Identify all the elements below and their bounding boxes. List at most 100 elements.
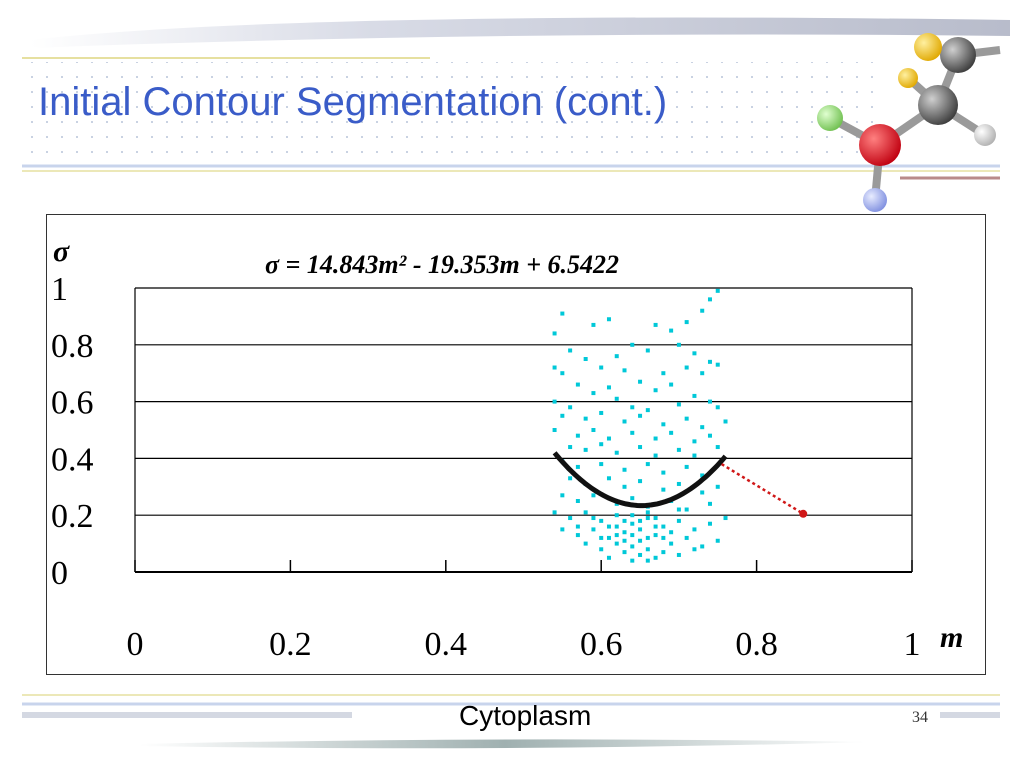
data-point xyxy=(692,393,697,398)
data-point xyxy=(684,416,689,421)
data-point xyxy=(684,507,689,512)
data-point xyxy=(630,544,635,549)
data-point xyxy=(723,419,728,424)
data-point xyxy=(715,362,720,367)
data-point xyxy=(653,533,658,538)
data-point xyxy=(684,535,689,540)
data-point xyxy=(622,550,627,555)
data-point xyxy=(661,422,666,427)
data-point xyxy=(591,428,596,432)
data-point xyxy=(700,473,705,478)
data-point xyxy=(692,547,697,552)
data-point xyxy=(560,527,565,532)
data-point xyxy=(560,413,565,418)
data-point xyxy=(630,430,635,435)
data-point xyxy=(638,538,643,543)
data-point xyxy=(676,342,681,347)
data-point xyxy=(692,527,697,532)
data-point xyxy=(614,396,619,401)
data-point xyxy=(638,479,643,484)
data-point xyxy=(630,558,635,563)
data-point xyxy=(638,413,643,418)
data-point xyxy=(614,541,619,546)
data-point xyxy=(661,524,666,529)
data-point xyxy=(638,527,643,532)
data-point xyxy=(692,453,697,458)
data-point xyxy=(606,317,611,322)
data-point xyxy=(676,402,681,407)
y-tick-label: 0.4 xyxy=(51,441,94,478)
y-tick-label: 0 xyxy=(51,555,68,592)
data-point xyxy=(645,516,650,521)
data-point xyxy=(614,533,619,538)
data-point xyxy=(622,419,627,424)
x-tick-label: 0.6 xyxy=(580,626,623,663)
data-point xyxy=(552,365,557,370)
data-point xyxy=(599,547,604,552)
data-point xyxy=(622,530,627,535)
data-point xyxy=(715,405,720,410)
data-point xyxy=(653,524,658,529)
data-point xyxy=(653,516,658,521)
data-point xyxy=(715,445,720,450)
data-point xyxy=(653,388,658,393)
data-point xyxy=(700,544,705,549)
data-point xyxy=(552,331,557,336)
data-point xyxy=(606,524,611,529)
data-point xyxy=(575,382,580,387)
data-point xyxy=(583,541,588,546)
data-point xyxy=(614,450,619,455)
data-point xyxy=(575,533,580,538)
data-point xyxy=(630,405,635,410)
data-point xyxy=(568,476,573,481)
data-point xyxy=(676,507,681,512)
data-point xyxy=(560,371,565,376)
bottom-right-bar xyxy=(940,712,1000,718)
data-point xyxy=(669,530,674,535)
data-point xyxy=(583,416,588,421)
data-point xyxy=(723,516,728,521)
data-point xyxy=(591,516,596,521)
data-point xyxy=(599,442,604,447)
fit-curve xyxy=(552,451,728,509)
data-point xyxy=(645,462,650,467)
data-point xyxy=(700,490,705,495)
data-point xyxy=(661,470,666,475)
data-point xyxy=(645,348,650,353)
data-point xyxy=(684,464,689,469)
data-point xyxy=(560,493,565,498)
data-point xyxy=(676,447,681,452)
data-point xyxy=(692,351,697,356)
data-point xyxy=(606,555,611,560)
data-point xyxy=(568,516,573,521)
x-tick-label: 1 xyxy=(904,626,921,663)
data-point xyxy=(606,436,611,441)
data-point xyxy=(700,371,705,376)
data-point xyxy=(700,308,705,313)
y-tick-label: 1 xyxy=(51,271,68,308)
data-point xyxy=(599,535,604,540)
data-point xyxy=(684,320,689,325)
data-point xyxy=(622,538,627,543)
data-point xyxy=(645,510,650,515)
data-point xyxy=(606,535,611,540)
top-band xyxy=(30,17,1010,48)
x-tick-label: 0.2 xyxy=(269,626,312,663)
annotation-point xyxy=(799,509,808,518)
data-point xyxy=(575,464,580,469)
x-tick-label: 0.4 xyxy=(425,626,468,663)
data-point xyxy=(715,538,720,543)
data-point xyxy=(575,433,580,438)
data-point xyxy=(568,405,573,410)
caption: Cytoplasm xyxy=(459,700,592,731)
x-axis-label: m xyxy=(940,621,963,654)
data-point xyxy=(606,385,611,390)
annotation-line xyxy=(720,463,804,515)
data-point xyxy=(575,524,580,529)
x-tick-label: 0 xyxy=(127,626,144,663)
data-point xyxy=(661,550,666,555)
data-point xyxy=(638,445,643,450)
data-point xyxy=(638,379,643,384)
data-point xyxy=(560,311,565,316)
